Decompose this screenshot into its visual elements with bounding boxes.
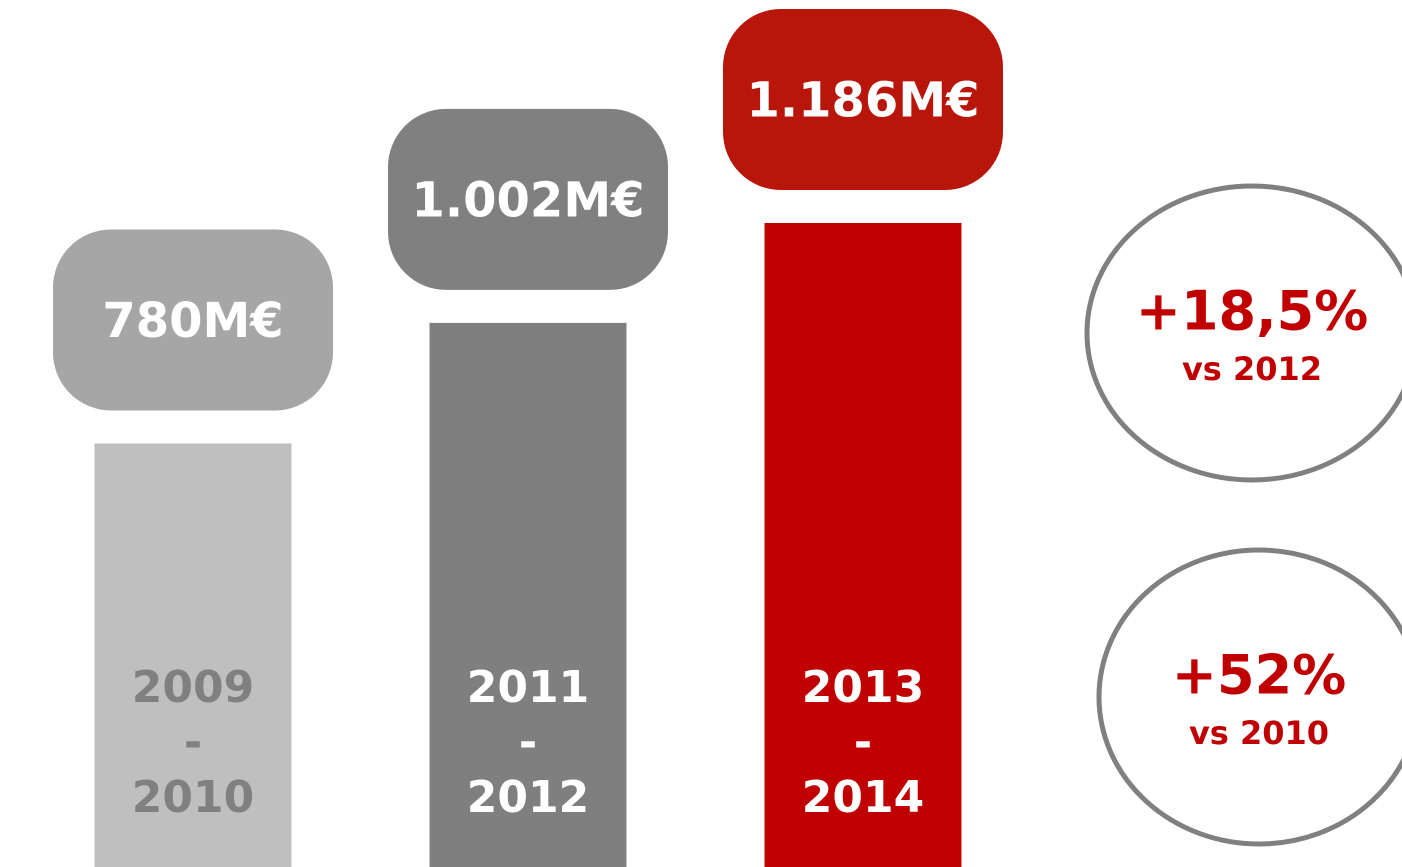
annotation-circle <box>1096 547 1402 847</box>
value-label-box <box>388 108 668 290</box>
value-label-box <box>53 229 333 411</box>
annotation-subtext: vs 2010 <box>1189 714 1329 752</box>
annotation-text: +52% <box>1172 644 1347 707</box>
category-label: 2013 -2014 <box>802 662 924 823</box>
category-label: 2011 -2012 <box>467 662 589 823</box>
annotation-subtext: vs 2012 <box>1182 350 1322 388</box>
value-label: 780M€ <box>102 293 283 349</box>
annotation-text: +18,5% <box>1136 280 1369 343</box>
value-label: 1.002M€ <box>412 172 645 228</box>
value-label: 1.186M€ <box>747 73 980 129</box>
bar <box>94 443 292 867</box>
category-label: 2009 -2010 <box>132 662 254 823</box>
bar <box>429 322 627 867</box>
bar <box>764 223 962 867</box>
value-label-box <box>723 9 1003 190</box>
annotation-circle <box>1084 183 1402 483</box>
